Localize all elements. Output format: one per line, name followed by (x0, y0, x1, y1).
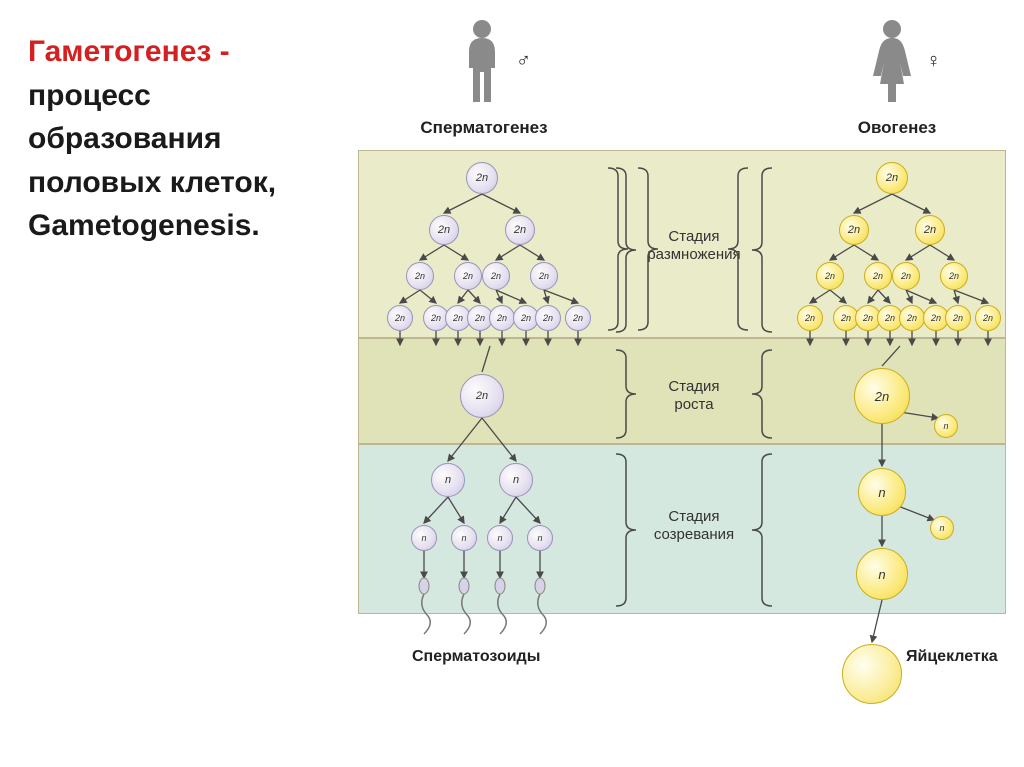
header-female: Овогенез (842, 118, 952, 138)
gametogenesis-diagram: ♂ ♀ Сперматогенез Овогенез Стадия размно… (352, 18, 1012, 758)
cell: n (858, 468, 906, 516)
female-silhouette-icon (866, 18, 918, 109)
cell: 2n (876, 162, 908, 194)
cell: 2n (797, 305, 823, 331)
cell: n (527, 525, 553, 551)
result-female: Яйцеклетка (906, 648, 998, 666)
definition-block: Гаметогенез - процесс образования половы… (28, 30, 308, 248)
stage-label-growth: Стадия роста (644, 378, 744, 414)
cell: 2n (387, 305, 413, 331)
cell: 2n (854, 368, 910, 424)
cell: 2n (454, 262, 482, 290)
cell: 2n (460, 374, 504, 418)
female-symbol-icon: ♀ (926, 50, 941, 73)
cell: n (499, 463, 533, 497)
title-term: Гаметогенез - (28, 35, 230, 68)
cell: 2n (489, 305, 515, 331)
cell: n (431, 463, 465, 497)
cell: n (487, 525, 513, 551)
cell: 2n (406, 262, 434, 290)
cell: 2n (864, 262, 892, 290)
male-symbol-icon: ♂ (516, 50, 531, 73)
male-silhouette-icon (456, 18, 508, 109)
cell: 2n (839, 215, 869, 245)
cell: 2n (945, 305, 971, 331)
cell: n (930, 516, 954, 540)
cell: n (451, 525, 477, 551)
cell: 2n (816, 262, 844, 290)
header-male: Сперматогенез (414, 118, 554, 138)
cell: 2n (565, 305, 591, 331)
cell: 2n (915, 215, 945, 245)
cell: 2n (535, 305, 561, 331)
cell: 2n (899, 305, 925, 331)
cell: 2n (975, 305, 1001, 331)
cell: 2n (940, 262, 968, 290)
cell: 2n (530, 262, 558, 290)
stage-label-maturation: Стадия созревания (644, 508, 744, 544)
cell: 2n (892, 262, 920, 290)
title-definition: процесс образования половых клеток, Game… (28, 79, 276, 243)
cell: 2n (429, 215, 459, 245)
cell: 2n (505, 215, 535, 245)
cell: n (411, 525, 437, 551)
stage-label-reproduction: Стадия размножения (644, 228, 744, 264)
cell: 2n (466, 162, 498, 194)
result-male: Сперматозоиды (412, 648, 540, 666)
cell: n (856, 548, 908, 600)
cell: n (934, 414, 958, 438)
cell (842, 644, 902, 704)
cell: 2n (482, 262, 510, 290)
